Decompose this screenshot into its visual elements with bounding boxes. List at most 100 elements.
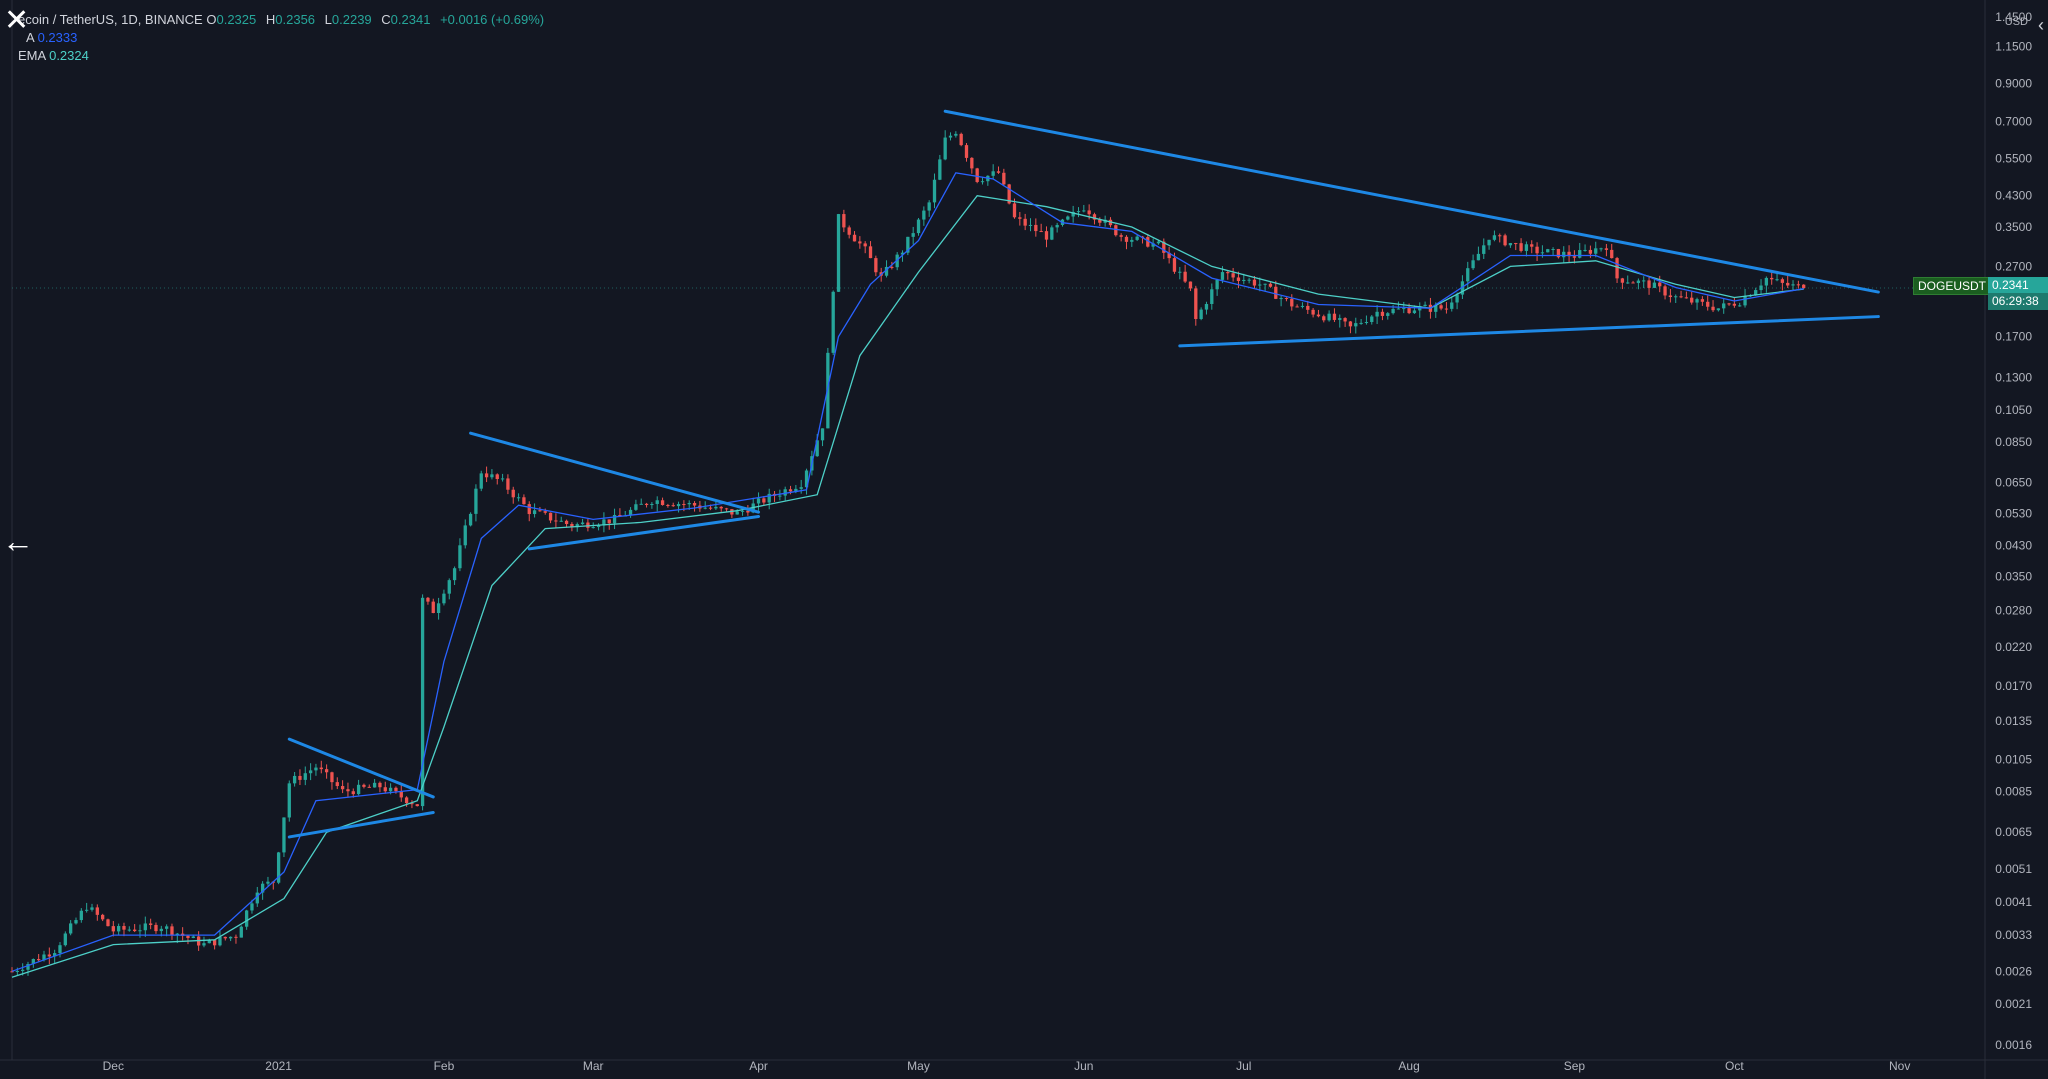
candle-body	[564, 520, 569, 524]
candle-body	[863, 243, 867, 247]
candle-body	[388, 787, 393, 792]
candle-body	[932, 179, 937, 203]
candle-body	[1546, 249, 1550, 253]
candle-body	[1684, 297, 1689, 299]
trendline	[469, 431, 761, 514]
candle-body	[538, 510, 542, 512]
candle-body	[847, 227, 851, 235]
low-value: 0.2239	[331, 12, 372, 27]
candle-body	[79, 910, 83, 921]
time-axis[interactable]: Dec 2021 Feb Mar Apr May Jun Jul Aug Sep Oct Nov	[0, 1059, 2048, 1073]
candle-body	[724, 508, 729, 510]
candle-body	[1668, 295, 1673, 298]
price-axis-unit: USD	[2005, 16, 2028, 28]
candle-body	[735, 511, 739, 515]
candle-body	[1172, 258, 1177, 272]
chevron-left-icon[interactable]: ‹	[2038, 15, 2044, 35]
candle-body	[1412, 310, 1417, 314]
candle-body	[74, 920, 78, 924]
candle-body	[1396, 308, 1401, 310]
ema-slow-row[interactable]: EMA 0.2324	[18, 47, 550, 65]
candle-body	[714, 506, 718, 509]
candle-body	[756, 498, 761, 504]
ema-fast-label: A	[26, 30, 34, 45]
trendline	[287, 737, 435, 799]
close-icon[interactable]: ✕	[4, 4, 30, 37]
candle-body	[234, 936, 238, 938]
candle-body	[207, 940, 211, 944]
candle-body	[895, 254, 899, 268]
price-tick-label: 0.5500	[1995, 151, 2032, 165]
candle-body	[212, 940, 217, 946]
candle-body	[1604, 248, 1609, 250]
candle-body	[1370, 316, 1374, 323]
time-tick-label: Sep	[1564, 1059, 1586, 1073]
price-axis-top-label: 1.4500	[1995, 10, 2032, 24]
high-label: H	[265, 12, 276, 27]
time-tick-label: Feb	[434, 1059, 455, 1073]
price-tick-label: 0.3500	[1995, 220, 2032, 234]
symbol-title[interactable]: ecoin / TetherUS, 1D, BINANCE	[18, 12, 203, 27]
candle-body	[1754, 290, 1758, 296]
candle-body	[1770, 277, 1774, 280]
candle-body	[1514, 243, 1518, 245]
time-tick-label: May	[907, 1059, 930, 1073]
candle-body	[650, 503, 654, 506]
plot-area[interactable]	[10, 0, 1985, 1060]
ema-slow-value: 0.2324	[49, 48, 89, 63]
candle-body	[303, 773, 307, 780]
candle-body	[148, 923, 153, 925]
price-tick-label: 0.0280	[1995, 603, 2032, 617]
candle-body	[708, 507, 713, 509]
candle-body	[1695, 299, 1699, 303]
candle-body	[970, 157, 974, 169]
candle-body	[282, 817, 286, 853]
ema-fast-line	[11, 172, 1804, 972]
candle-body	[314, 767, 318, 771]
candle-body	[1588, 249, 1593, 254]
candle-body	[911, 233, 915, 237]
ema-slow-label: EMA	[18, 48, 46, 63]
candle-body	[420, 597, 425, 807]
time-tick-label: Apr	[749, 1059, 768, 1073]
price-tick-label: 0.9000	[1995, 77, 2032, 91]
candle-body	[244, 910, 249, 927]
candle-body	[596, 525, 601, 528]
candle-body	[634, 504, 638, 510]
ema-fast-row[interactable]: A 0.2333	[18, 29, 550, 47]
candle-body	[223, 936, 227, 939]
time-tick-label: Mar	[583, 1059, 604, 1073]
candle-body	[1658, 282, 1662, 287]
candle-body	[900, 252, 905, 255]
candle-body	[346, 789, 350, 792]
candle-body	[1439, 305, 1443, 309]
candle-body	[447, 580, 451, 594]
candle-body	[1114, 225, 1118, 236]
candle-body	[1652, 282, 1657, 288]
candle-body	[1188, 281, 1193, 289]
time-tick-label: Dec	[103, 1059, 124, 1073]
candle-body	[239, 926, 243, 938]
candle-body	[287, 783, 291, 818]
trendline	[287, 811, 435, 839]
candle-body	[1775, 279, 1779, 281]
arrow-left-icon[interactable]: ←	[2, 523, 34, 559]
candle-body	[1791, 284, 1795, 286]
candle-body	[1167, 252, 1171, 259]
candle-body	[836, 214, 841, 292]
candle-body	[852, 234, 857, 242]
candle-body	[1162, 241, 1166, 253]
candle-body	[868, 246, 873, 259]
candle-body	[132, 929, 137, 932]
candle-body	[676, 504, 681, 507]
candle-body	[548, 512, 553, 521]
candle-body	[292, 775, 297, 784]
candle-body	[1482, 245, 1486, 254]
candle-body	[340, 786, 345, 790]
ema-fast-value: 0.2333	[37, 30, 78, 45]
candle-body	[586, 522, 590, 528]
time-tick-label: Oct	[1725, 1059, 1744, 1073]
price-tick-label: 0.1700	[1995, 330, 2032, 344]
